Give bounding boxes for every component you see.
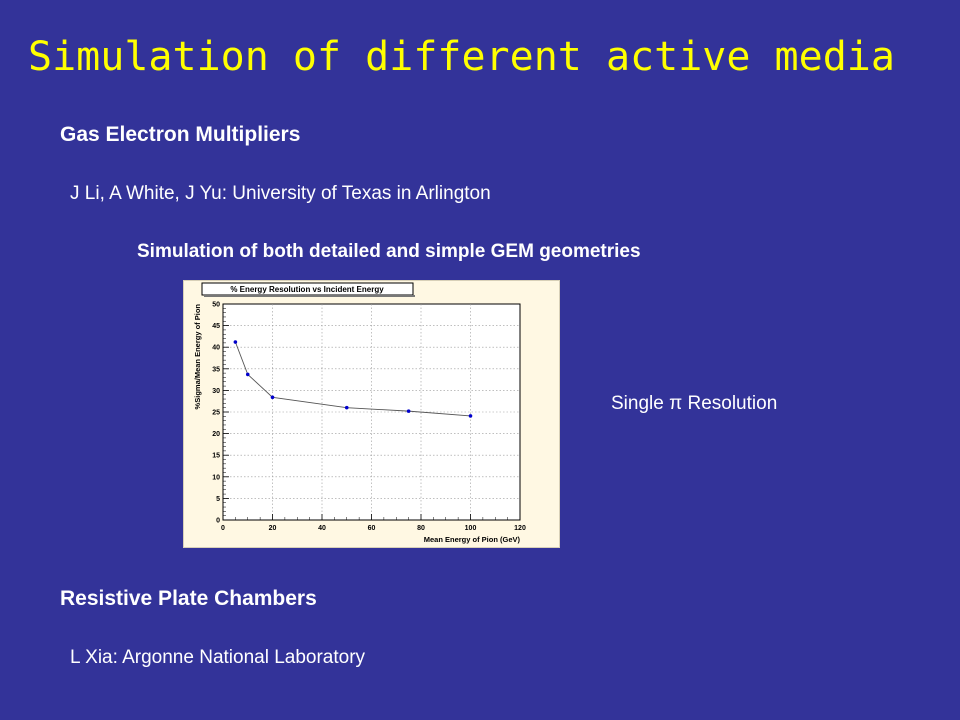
chart-title: % Energy Resolution vs Incident Energy [230, 285, 384, 294]
single-pi-resolution-label: Single π Resolution [611, 393, 778, 414]
slide-title: Simulation of different active media [28, 34, 895, 80]
rpc-authors: L Xia: Argonne National Laboratory [70, 647, 366, 668]
data-point [233, 340, 238, 344]
y-tick-label: 35 [212, 366, 220, 373]
axis-layer: 0 5 10 15 20 25 30 35 40 45 50 0 20 40 60 80 100 120 [212, 302, 526, 533]
data-point [406, 409, 411, 413]
x-tick-label: 80 [417, 525, 425, 532]
data-point [245, 372, 250, 377]
x-tick-label: 100 [465, 525, 477, 532]
x-tick-label: 0 [221, 525, 225, 532]
gem-authors: J Li, A White, J Yu: University of Texas… [70, 183, 491, 204]
x-axis-label: Mean Energy of Pion (GeV) [424, 535, 521, 544]
chart-svg: % Energy Resolution vs Incident Energy 0… [193, 282, 526, 544]
series-line [234, 341, 471, 417]
x-tick-label: 120 [514, 525, 526, 532]
resolution-chart: % Energy Resolution vs Incident Energy 0… [183, 280, 560, 548]
x-tick-label: 40 [318, 525, 326, 532]
rpc-heading: Resistive Plate Chambers [60, 587, 317, 610]
data-point [468, 414, 473, 418]
y-tick-label: 0 [216, 518, 220, 525]
x-tick-label: 20 [269, 525, 277, 532]
data-point [344, 405, 349, 410]
chart-title-shadow [204, 295, 415, 297]
y-tick-label: 10 [212, 474, 220, 481]
y-tick-label: 45 [212, 323, 220, 330]
gem-heading: Gas Electron Multipliers [60, 123, 301, 146]
data-point [270, 395, 275, 400]
grid-layer [223, 304, 520, 520]
gem-subtitle: Simulation of both detailed and simple G… [137, 241, 641, 262]
y-tick-label: 30 [212, 388, 220, 395]
y-tick-label: 15 [212, 453, 220, 460]
y-tick-label: 50 [212, 302, 220, 309]
y-axis-label: %Sigma/Mean Energy of Pion [193, 304, 202, 410]
y-tick-label: 5 [216, 496, 220, 503]
x-tick-label: 60 [368, 525, 376, 532]
y-tick-label: 40 [212, 345, 220, 352]
y-tick-label: 20 [212, 431, 220, 438]
series-layer [233, 340, 473, 418]
y-tick-label: 25 [212, 410, 220, 417]
